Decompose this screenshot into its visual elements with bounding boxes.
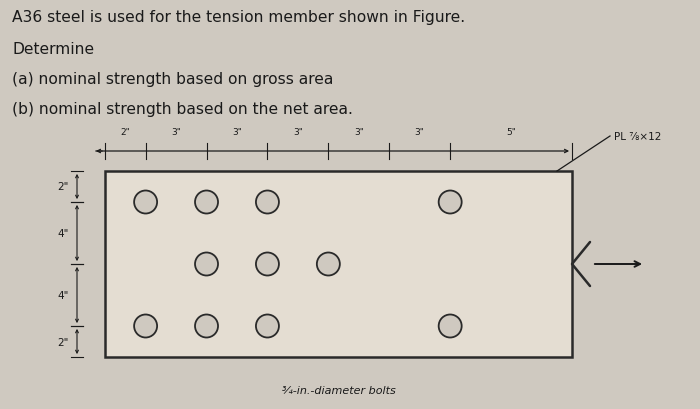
Text: 3": 3": [415, 128, 425, 137]
Text: 3": 3": [171, 128, 181, 137]
Circle shape: [317, 253, 340, 276]
Bar: [105, 172, 572, 357]
Text: 2": 2": [57, 182, 69, 192]
Text: Determine: Determine: [12, 42, 94, 57]
Text: 4": 4": [57, 290, 69, 300]
Text: 3": 3": [293, 128, 303, 137]
Text: PL ⅞×12: PL ⅞×12: [614, 132, 662, 142]
Circle shape: [439, 191, 462, 214]
Circle shape: [195, 315, 218, 338]
Text: A36 steel is used for the tension member shown in Figure.: A36 steel is used for the tension member…: [12, 10, 465, 25]
Text: 2": 2": [57, 337, 69, 347]
Text: (b) nominal strength based on the net area.: (b) nominal strength based on the net ar…: [12, 102, 353, 117]
Circle shape: [256, 315, 279, 338]
Circle shape: [195, 253, 218, 276]
Text: ¾-in.-diameter bolts: ¾-in.-diameter bolts: [281, 385, 396, 395]
Circle shape: [256, 191, 279, 214]
Circle shape: [256, 253, 279, 276]
Circle shape: [439, 315, 462, 338]
Text: 3": 3": [354, 128, 364, 137]
Text: 4": 4": [57, 229, 69, 238]
Text: 5": 5": [506, 128, 516, 137]
Text: 3": 3": [232, 128, 242, 137]
Text: (a) nominal strength based on gross area: (a) nominal strength based on gross area: [12, 72, 333, 87]
Circle shape: [134, 315, 157, 338]
Circle shape: [134, 191, 157, 214]
Circle shape: [195, 191, 218, 214]
Text: 2": 2": [120, 128, 130, 137]
